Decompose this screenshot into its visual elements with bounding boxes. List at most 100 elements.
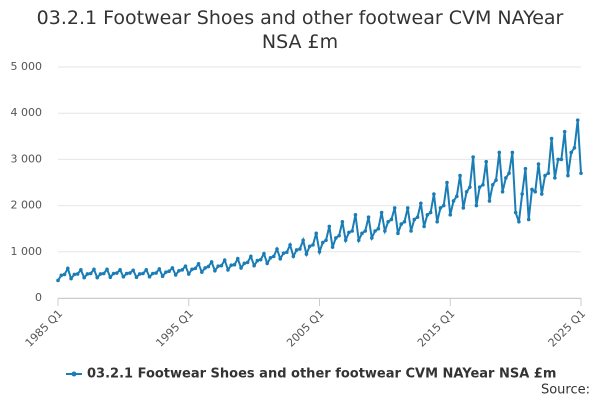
point — [490, 183, 495, 187]
point — [334, 236, 338, 240]
point — [448, 213, 453, 217]
point — [383, 229, 387, 233]
point — [347, 230, 351, 235]
point — [428, 210, 433, 215]
point — [314, 231, 319, 236]
point — [183, 264, 188, 268]
point — [360, 231, 364, 236]
point — [484, 159, 489, 164]
point — [196, 262, 201, 266]
point — [265, 261, 270, 266]
point — [66, 266, 70, 271]
point — [399, 222, 404, 226]
point — [471, 155, 475, 159]
point — [213, 268, 217, 273]
point — [445, 180, 449, 185]
point — [396, 231, 400, 236]
point — [193, 266, 198, 271]
y-tick-label: 0 — [35, 291, 42, 304]
point — [562, 129, 567, 134]
point — [262, 251, 266, 256]
point — [330, 245, 335, 249]
point — [239, 266, 243, 270]
legend-text: 03.2.1 Footwear Shoes and other footwear… — [87, 367, 556, 382]
point — [533, 189, 538, 194]
point — [556, 157, 560, 162]
point — [288, 243, 292, 247]
point — [144, 268, 149, 272]
point — [164, 270, 168, 274]
point — [209, 260, 214, 264]
point — [206, 264, 211, 269]
point — [337, 233, 341, 238]
point — [373, 229, 377, 233]
point — [160, 274, 165, 279]
point — [477, 185, 482, 189]
point — [177, 268, 181, 273]
point — [281, 251, 286, 255]
point — [235, 256, 240, 261]
point — [258, 257, 263, 262]
point — [203, 266, 207, 270]
point — [69, 276, 73, 281]
point — [386, 219, 390, 224]
point — [415, 215, 420, 219]
point — [75, 272, 80, 276]
point — [539, 192, 544, 196]
point — [464, 189, 469, 194]
point — [101, 271, 106, 276]
point — [575, 118, 580, 122]
series-line — [57, 120, 582, 281]
point — [379, 210, 384, 215]
point — [340, 219, 345, 224]
point — [353, 213, 358, 217]
point — [242, 261, 247, 266]
point — [461, 206, 466, 210]
source: Source: — [541, 383, 590, 398]
point — [108, 275, 113, 280]
point — [275, 247, 279, 251]
point — [219, 263, 224, 268]
point — [530, 187, 534, 192]
point — [559, 157, 564, 162]
point — [458, 173, 462, 178]
point — [438, 206, 443, 210]
point — [59, 273, 64, 278]
point — [451, 199, 456, 203]
y-tick-label: 5 000 — [11, 60, 43, 73]
x-tick-label: 1985 Q1 — [23, 307, 66, 350]
point — [150, 271, 155, 276]
y-tick-label: 1 000 — [11, 245, 43, 258]
point — [549, 136, 554, 141]
point — [363, 229, 368, 233]
point — [271, 254, 276, 259]
point — [474, 203, 479, 208]
point — [510, 150, 515, 155]
point — [88, 271, 93, 276]
point — [147, 274, 152, 279]
point — [92, 267, 96, 272]
point — [200, 270, 204, 274]
point — [481, 183, 485, 187]
point — [504, 176, 508, 180]
point — [536, 162, 541, 166]
point — [494, 178, 498, 182]
point — [317, 250, 322, 254]
point — [285, 250, 289, 255]
point — [376, 226, 381, 231]
point — [252, 263, 256, 268]
point — [298, 247, 302, 251]
point — [497, 150, 502, 155]
point — [487, 199, 492, 203]
point — [115, 271, 119, 275]
point — [392, 206, 397, 210]
point — [422, 224, 426, 229]
point — [170, 266, 175, 270]
point — [432, 192, 436, 196]
point — [190, 267, 194, 272]
point — [137, 272, 142, 276]
point — [507, 171, 511, 176]
y-tick-label: 2 000 — [11, 199, 43, 212]
point — [435, 219, 439, 224]
